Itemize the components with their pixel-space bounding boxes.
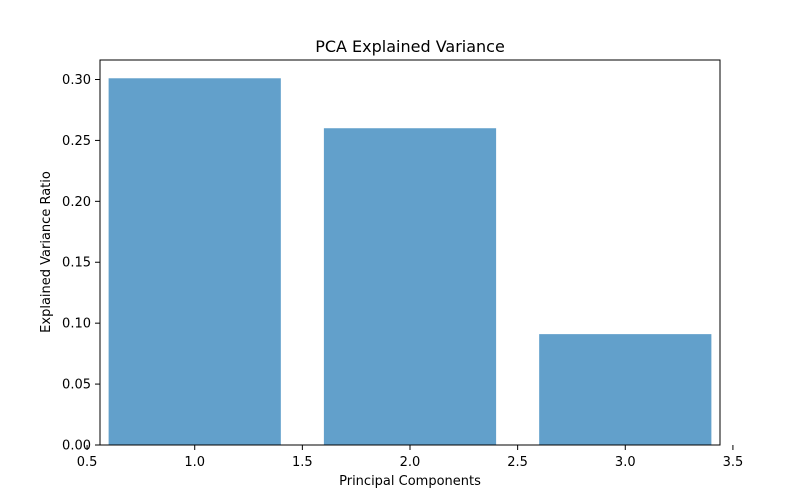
x-tick-label: 2.5 xyxy=(507,455,528,470)
y-tick-label: 0.15 xyxy=(62,256,91,271)
x-tick-label: 3.0 xyxy=(615,455,636,470)
y-tick-label: 0.20 xyxy=(62,195,91,210)
x-tick-label: 0.5 xyxy=(77,455,98,470)
y-tick-label: 0.05 xyxy=(62,378,91,393)
y-tick-label: 0.25 xyxy=(62,134,91,149)
bar-component-1 xyxy=(108,78,281,445)
bars-layer xyxy=(108,78,712,445)
x-axis-label: Principal Components xyxy=(339,474,481,489)
y-tick-label: 0.10 xyxy=(62,317,91,332)
x-tick-label: 1.5 xyxy=(292,455,313,470)
chart-title: PCA Explained Variance xyxy=(315,37,505,56)
x-tick-label: 2.0 xyxy=(400,455,421,470)
y-axis-label: Explained Variance Ratio xyxy=(39,171,54,333)
x-tick-label: 1.0 xyxy=(184,455,205,470)
y-tick-label: 0.30 xyxy=(62,73,91,88)
y-tick-label: 0.00 xyxy=(62,439,91,454)
y-axis-ticks: 0.00 0.05 0.10 0.15 0.20 0.25 0.30 xyxy=(62,73,100,454)
x-axis-ticks: 0.5 1.0 1.5 2.0 2.5 3.0 3.5 xyxy=(77,445,744,470)
x-tick-label: 3.5 xyxy=(723,455,744,470)
bar-component-2 xyxy=(323,128,497,445)
bar-component-3 xyxy=(539,334,712,445)
